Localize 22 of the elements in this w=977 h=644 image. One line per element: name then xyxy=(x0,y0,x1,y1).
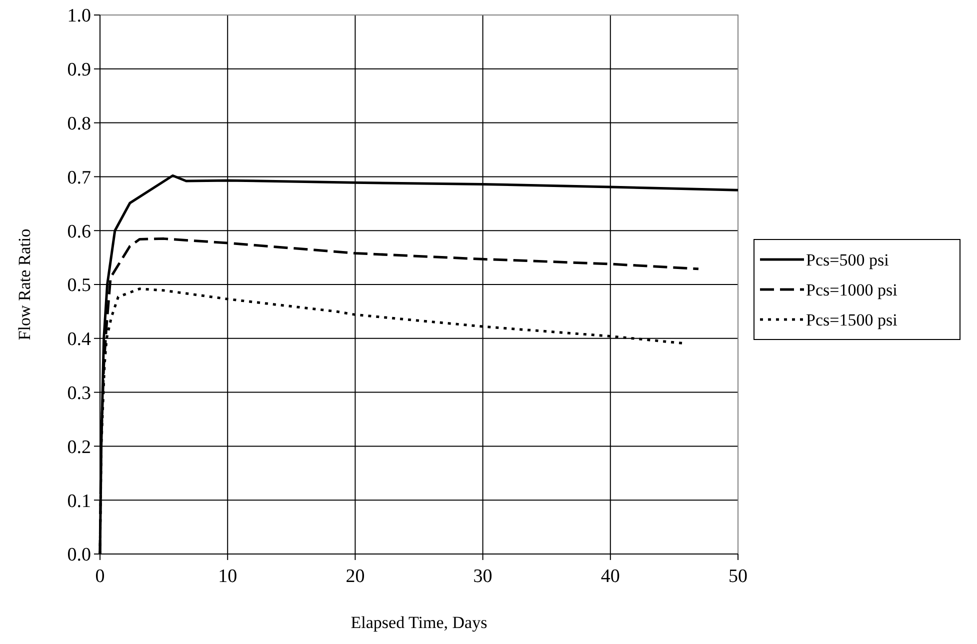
y-tick-label: 0.3 xyxy=(67,382,91,404)
x-tick-label: 30 xyxy=(473,566,492,587)
legend-label: Pcs=500 psi xyxy=(806,250,890,270)
x-axis-title: Elapsed Time, Days xyxy=(350,613,488,632)
legend-label: Pcs=1500 psi xyxy=(806,310,898,330)
y-tick-label: 0.1 xyxy=(67,490,91,512)
legend-label: Pcs=1000 psi xyxy=(806,280,898,300)
x-tick-label: 40 xyxy=(600,566,620,587)
y-tick-label: 0.6 xyxy=(67,221,91,242)
y-tick-label: 0.7 xyxy=(67,167,91,188)
x-tick-label: 50 xyxy=(728,566,748,587)
y-tick-label: 0.8 xyxy=(67,113,91,134)
y-axis-title: Flow Rate Ratio xyxy=(15,228,34,340)
x-tick-label: 0 xyxy=(95,566,105,587)
y-tick-label: 0.5 xyxy=(67,275,91,296)
y-tick-label: 1.0 xyxy=(67,6,91,27)
y-tick-label: 0.0 xyxy=(67,544,91,566)
x-tick-label: 20 xyxy=(346,566,365,587)
y-tick-label: 0.2 xyxy=(67,436,91,458)
y-tick-label: 0.4 xyxy=(67,329,92,350)
x-tick-label: 10 xyxy=(218,566,238,587)
y-tick-label: 0.9 xyxy=(67,60,91,81)
